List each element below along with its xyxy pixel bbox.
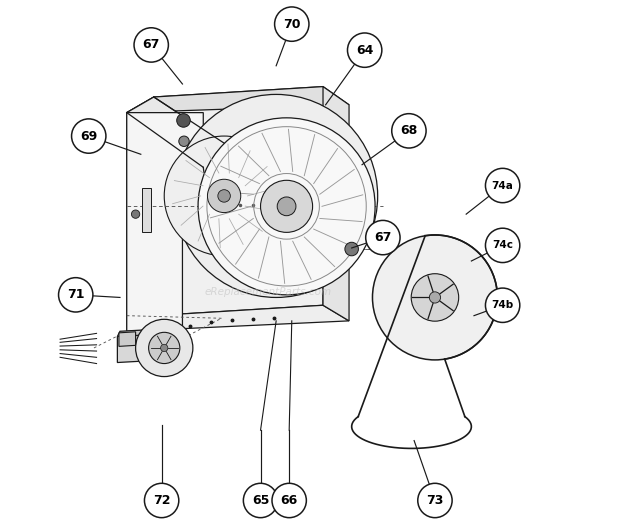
Polygon shape — [126, 113, 203, 331]
Text: 68: 68 — [401, 124, 417, 137]
Circle shape — [244, 483, 278, 518]
Text: 64: 64 — [356, 44, 373, 57]
Circle shape — [71, 119, 106, 153]
Circle shape — [429, 292, 441, 303]
Text: 73: 73 — [427, 494, 444, 507]
Polygon shape — [119, 332, 136, 347]
Circle shape — [144, 483, 179, 518]
Circle shape — [275, 7, 309, 41]
Polygon shape — [203, 152, 247, 227]
Text: 74b: 74b — [492, 300, 514, 310]
Text: 71: 71 — [67, 288, 84, 301]
Polygon shape — [117, 334, 164, 362]
Circle shape — [179, 136, 189, 147]
Text: 67: 67 — [143, 39, 160, 52]
Circle shape — [131, 210, 140, 218]
Text: 67: 67 — [374, 231, 392, 244]
Polygon shape — [126, 305, 349, 331]
Circle shape — [502, 296, 512, 307]
Text: 74c: 74c — [492, 241, 513, 251]
Circle shape — [260, 180, 312, 232]
Circle shape — [411, 274, 459, 321]
Circle shape — [497, 296, 509, 309]
Circle shape — [485, 288, 520, 323]
Polygon shape — [126, 97, 237, 167]
Circle shape — [58, 278, 93, 312]
Text: 74a: 74a — [492, 181, 513, 191]
Circle shape — [345, 242, 358, 256]
Polygon shape — [323, 87, 349, 321]
Text: eReplacementParts.com: eReplacementParts.com — [205, 287, 332, 297]
Polygon shape — [126, 97, 154, 331]
Circle shape — [272, 483, 306, 518]
Circle shape — [164, 136, 284, 256]
Circle shape — [366, 220, 400, 255]
Circle shape — [347, 33, 382, 67]
Text: 72: 72 — [153, 494, 170, 507]
Circle shape — [485, 228, 520, 263]
Circle shape — [161, 345, 168, 352]
Polygon shape — [143, 188, 151, 232]
Text: 66: 66 — [281, 494, 298, 507]
Circle shape — [392, 114, 426, 148]
Text: 65: 65 — [252, 494, 269, 507]
Circle shape — [208, 179, 241, 212]
Circle shape — [485, 168, 520, 203]
Circle shape — [198, 118, 375, 295]
Circle shape — [149, 333, 180, 363]
Circle shape — [136, 319, 193, 376]
Text: 70: 70 — [283, 18, 301, 31]
Circle shape — [277, 197, 296, 216]
Circle shape — [218, 189, 231, 202]
Circle shape — [373, 235, 497, 360]
Circle shape — [418, 483, 452, 518]
Circle shape — [175, 94, 378, 298]
Polygon shape — [154, 87, 323, 316]
Circle shape — [134, 28, 169, 62]
Text: 69: 69 — [80, 129, 97, 143]
Circle shape — [177, 114, 190, 127]
Polygon shape — [117, 329, 167, 337]
Polygon shape — [126, 87, 349, 113]
